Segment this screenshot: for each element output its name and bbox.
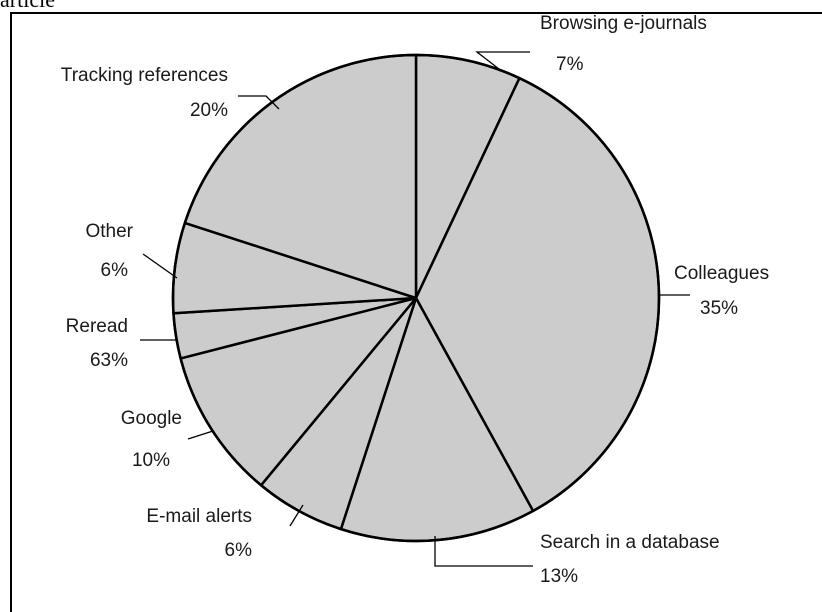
slice-percent-label: 35%: [700, 298, 738, 319]
slice-percent-label: 7%: [556, 54, 584, 75]
leader-lines-layer: [140, 51, 690, 567]
slice-percent-label: 13%: [540, 566, 578, 585]
chart-frame: [10, 12, 822, 612]
labels-layer: Browsing e-journals 7% Colleagues 35% Search…: [61, 13, 769, 585]
leader-line: [142, 253, 178, 279]
slice-percent-label: 6%: [225, 540, 253, 561]
slices-layer: [171, 53, 661, 543]
slice-percent-label: 63%: [90, 350, 128, 371]
slice-percent-label: 6%: [101, 260, 129, 281]
leader-line: [475, 51, 530, 70]
slice-label: Other: [85, 221, 133, 242]
leader-line: [238, 95, 280, 110]
slice-percent-label: 20%: [190, 100, 228, 121]
slice-label: Tracking references: [61, 65, 228, 86]
slice-label: E-mail alerts: [146, 506, 252, 527]
pie-outline: [171, 53, 661, 543]
chart-title-fragment: article: [0, 0, 55, 11]
leader-line: [187, 430, 214, 440]
slice-label: Colleagues: [674, 263, 769, 284]
slice-label: Google: [121, 408, 182, 429]
slice-label: Browsing e-journals: [540, 13, 707, 34]
leader-line: [289, 504, 304, 527]
leader-line: [434, 536, 533, 567]
slice-percent-label: 10%: [132, 450, 170, 471]
slice-label: Reread: [66, 316, 128, 337]
slice-label: Search in a database: [540, 532, 720, 553]
pie-chart: Browsing e-journals 7% Colleagues 35% Search…: [61, 13, 769, 585]
